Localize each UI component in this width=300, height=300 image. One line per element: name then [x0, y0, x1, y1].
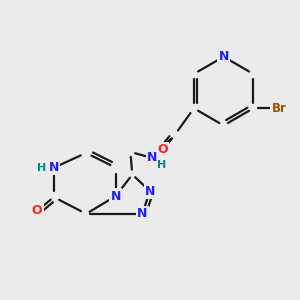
Text: N: N	[110, 190, 121, 202]
Text: N: N	[147, 152, 157, 164]
Text: N: N	[49, 161, 59, 174]
Text: Br: Br	[272, 102, 286, 115]
Text: O: O	[32, 204, 42, 218]
Text: N: N	[218, 50, 229, 63]
Text: H: H	[157, 160, 167, 170]
Text: O: O	[158, 143, 168, 157]
Text: H: H	[38, 163, 47, 173]
Text: N: N	[137, 207, 147, 220]
Text: N: N	[145, 185, 155, 198]
